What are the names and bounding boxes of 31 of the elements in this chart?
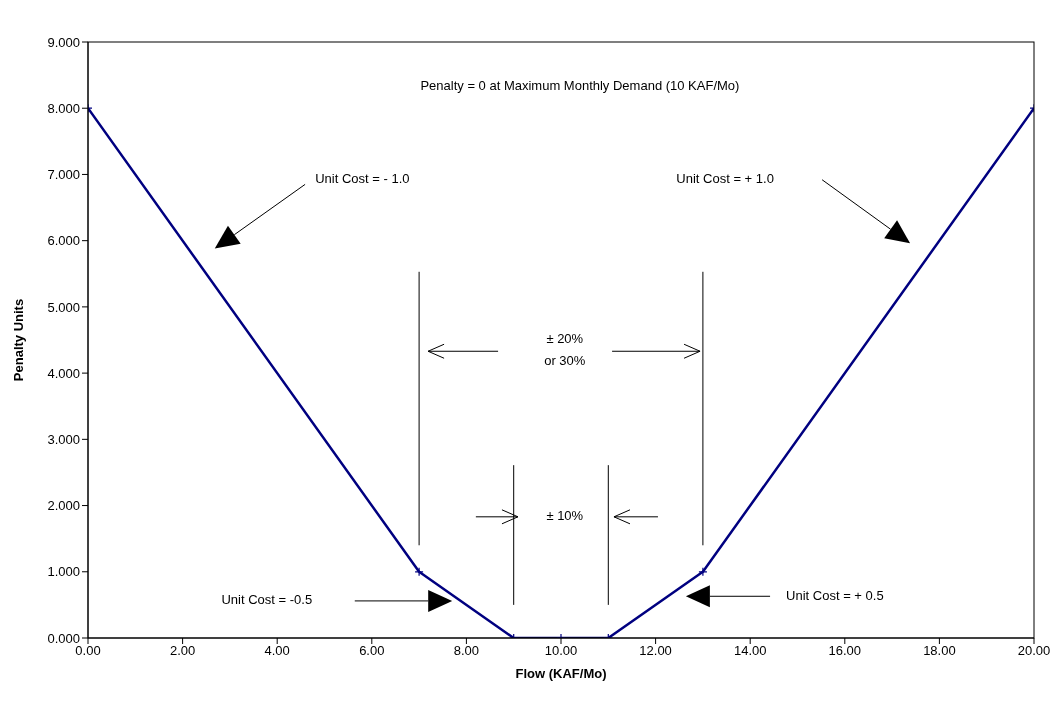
x-tick-label: 0.00: [75, 643, 101, 659]
x-tick-label: 4.00: [264, 643, 290, 659]
annotation: or 30%: [544, 353, 586, 369]
y-tick-label: 0.000: [47, 630, 80, 646]
x-tick-label: 12.00: [639, 643, 672, 659]
y-tick-label: 1.000: [47, 564, 80, 580]
y-tick-label: 9.000: [47, 34, 80, 50]
annotation: Penalty = 0 at Maximum Monthly Demand (10 KAF/Mo): [420, 78, 740, 94]
y-tick-label: 5.000: [47, 299, 80, 315]
annotation: Unit Cost = + 0.5: [786, 587, 884, 603]
x-tick-label: 16.00: [828, 643, 862, 659]
x-axis-title: Flow (KAF/Mo): [515, 666, 607, 681]
x-tick-label: 10.00: [544, 643, 578, 659]
x-tick-label: 2.00: [169, 643, 196, 659]
x-tick-label: 14.00: [733, 643, 767, 659]
annotation: ± 10%: [546, 508, 584, 524]
x-tick-label: 8.00: [453, 643, 480, 659]
annotation: Unit Cost = - 1.0: [315, 171, 410, 187]
annotation: ± 20%: [546, 331, 584, 347]
x-tick-label: 18.00: [923, 643, 956, 659]
y-axis-title: Penalty Units: [10, 298, 26, 382]
y-tick-label: 7.000: [47, 167, 80, 183]
y-tick-label: 4.000: [47, 365, 80, 381]
y-tick-label: 2.000: [47, 498, 80, 514]
x-tick-label: 20.00: [1017, 643, 1051, 659]
y-tick-label: 3.000: [47, 431, 80, 447]
annotation: Unit Cost = -0.5: [221, 592, 313, 608]
y-tick-label: 8.000: [47, 100, 80, 116]
y-tick-label: 6.000: [47, 233, 80, 249]
x-tick-label: 6.00: [359, 643, 385, 659]
annotation: Unit Cost = + 1.0: [676, 171, 774, 187]
